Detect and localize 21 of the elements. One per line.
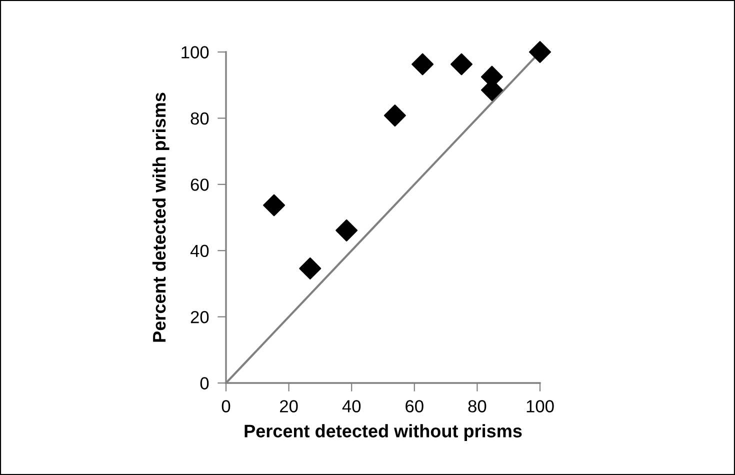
x-tick-label: 60	[406, 400, 424, 412]
y-tick-label: 60	[190, 178, 209, 191]
y-tick-label: 0	[200, 377, 209, 390]
point	[263, 194, 286, 216]
point	[412, 53, 434, 76]
x-tick-label: 40	[342, 400, 361, 412]
y-tick-label: 40	[190, 244, 209, 258]
x-tick-label: 100	[526, 400, 554, 412]
point	[299, 257, 322, 280]
x-tick-label: 0	[222, 400, 230, 412]
point	[529, 41, 551, 63]
point	[336, 219, 358, 242]
y-tick-label: 100	[182, 46, 209, 58]
y-tick-label: 80	[190, 112, 209, 125]
point	[384, 104, 406, 127]
x-tick-label: 80	[468, 400, 486, 412]
x-axis-title: Percent detected without prisms	[244, 424, 522, 442]
y-tick-label: 20	[190, 310, 209, 324]
y-axis-title: Percent detected with prisms	[152, 92, 170, 342]
point	[450, 53, 472, 76]
x-tick-label: 20	[280, 400, 298, 412]
